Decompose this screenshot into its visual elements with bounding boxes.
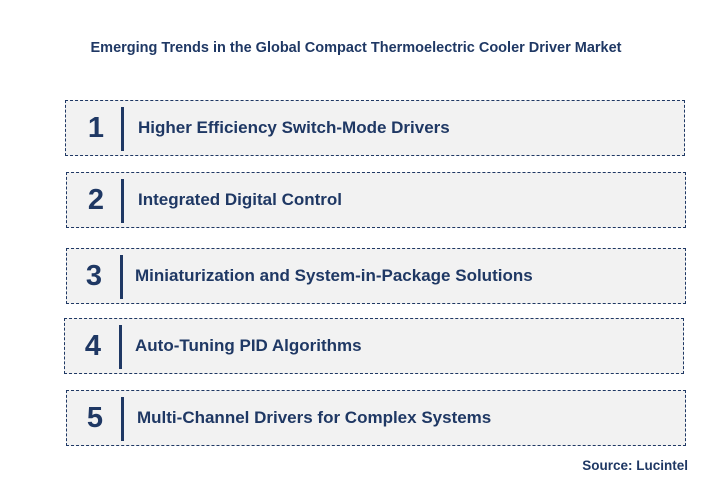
trend-number: 1	[87, 111, 105, 144]
trend-number: 4	[84, 329, 102, 362]
trend-number: 5	[86, 401, 104, 434]
trend-item-5: 5 Multi-Channel Drivers for Complex Syst…	[66, 390, 686, 446]
trend-number: 3	[85, 259, 103, 292]
trend-item-4: 4 Auto-Tuning PID Algorithms	[64, 318, 684, 374]
trend-divider	[119, 325, 122, 369]
trend-item-3: 3 Miniaturization and System-in-Package …	[66, 248, 686, 304]
trend-divider	[121, 179, 124, 223]
trend-label: Auto-Tuning PID Algorithms	[135, 336, 362, 355]
trend-label: Multi-Channel Drivers for Complex System…	[137, 408, 492, 427]
trend-divider	[121, 397, 124, 441]
trend-label: Miniaturization and System-in-Package So…	[135, 266, 533, 285]
diagram-title: Emerging Trends in the Global Compact Th…	[90, 40, 622, 56]
trend-label: Integrated Digital Control	[138, 190, 342, 209]
source-note: Source: Lucintel	[582, 458, 688, 473]
trend-label: Higher Efficiency Switch-Mode Drivers	[138, 118, 450, 137]
trend-number: 2	[87, 183, 105, 216]
trend-divider	[121, 107, 124, 151]
trend-item-2: 2 Integrated Digital Control	[66, 172, 686, 228]
trend-divider	[120, 255, 123, 299]
trend-item-1: 1 Higher Efficiency Switch-Mode Drivers	[65, 100, 685, 156]
